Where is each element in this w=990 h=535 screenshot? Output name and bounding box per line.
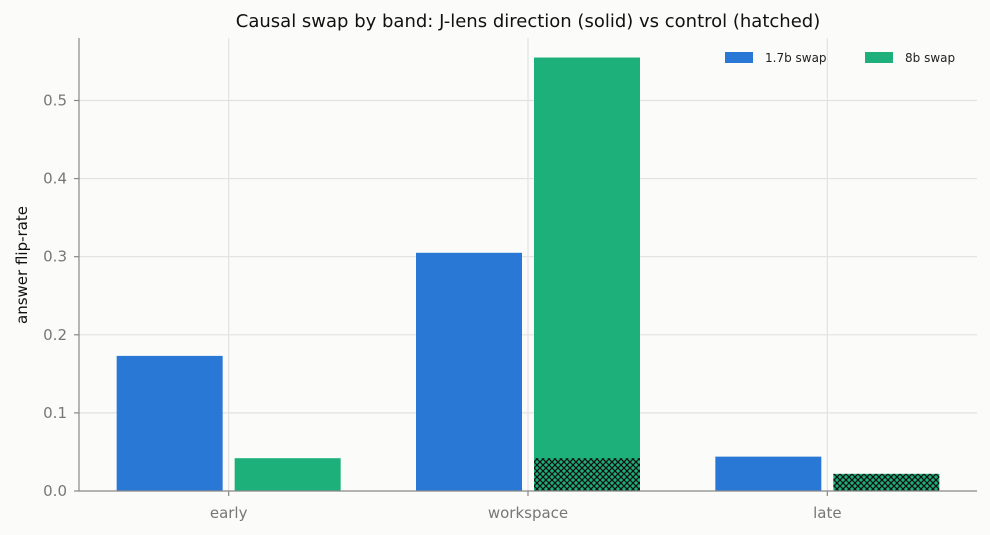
x-tick-label: workspace — [488, 504, 568, 522]
y-axis-label: answer flip-rate — [13, 206, 31, 324]
x-tick-label: late — [813, 504, 841, 522]
control-bar — [833, 473, 940, 491]
legend-label: 1.7b swap — [765, 51, 827, 65]
grid-layer — [79, 38, 977, 491]
bar-layer — [116, 57, 940, 491]
legend-label: 8b swap — [905, 51, 955, 65]
y-tick-label: 0.1 — [43, 404, 67, 422]
bar — [416, 252, 522, 491]
legend-swatch — [725, 52, 753, 63]
axis-layer: 0.0 0.1 0.2 0.3 0.4 0.5 early workspace late — [43, 38, 977, 522]
bar — [534, 57, 640, 491]
x-tick-label: early — [210, 504, 248, 522]
bar — [715, 456, 822, 491]
chart-title: Causal swap by band: J-lens direction (s… — [236, 11, 820, 32]
legend-swatch — [865, 52, 893, 63]
legend: 1.7b swap 8b swap — [725, 51, 955, 65]
bar — [234, 458, 341, 491]
y-tick-label: 0.3 — [43, 248, 67, 266]
y-tick-label: 0.4 — [43, 170, 67, 188]
bar — [116, 355, 223, 491]
y-tick-label: 0.5 — [43, 91, 67, 109]
control-bar — [534, 458, 640, 491]
y-tick-label: 0.2 — [43, 326, 67, 344]
y-tick-label: 0.0 — [43, 482, 67, 500]
